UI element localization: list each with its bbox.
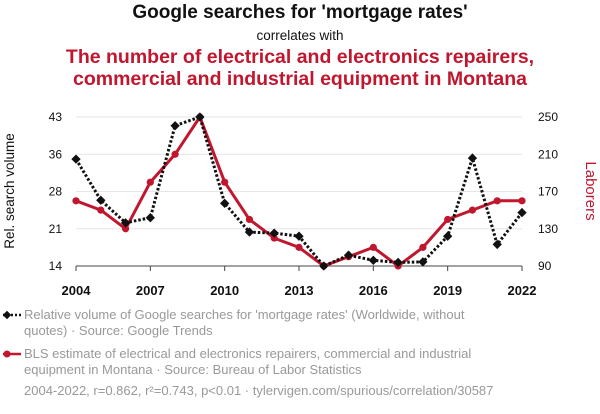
y-left-tick-label: 43 <box>49 110 63 124</box>
series-1-point-2015 <box>343 250 354 260</box>
series-2-point-2007 <box>146 178 154 186</box>
x-tick-label: 2010 <box>210 283 239 298</box>
y-left-tick-label: 14 <box>49 259 63 273</box>
x-tick-label: 2013 <box>285 283 314 298</box>
y-right-tick-label: 90 <box>538 259 552 273</box>
title-secondary-line-2: commercial and industrial equipment in M… <box>73 68 527 90</box>
y-left-tick-label: 36 <box>49 147 63 161</box>
series-2-point-2016 <box>369 243 377 251</box>
x-tick-label: 2019 <box>433 283 462 298</box>
title-secondary-line-1: The number of electrical and electronics… <box>65 46 535 68</box>
y-left-tick-label: 28 <box>49 185 63 199</box>
legend-series2-icon <box>3 350 21 358</box>
chart-title-secondary: The number of electrical and electronics… <box>0 46 600 90</box>
series-2-point-2021 <box>493 197 501 205</box>
x-tick-label: 2016 <box>359 283 388 298</box>
y-right-tick-label: 130 <box>538 222 558 236</box>
series-2-point-2012 <box>270 234 278 242</box>
grid-lines <box>76 116 522 267</box>
series-1-point-2010 <box>219 198 230 208</box>
series-1-point-2021 <box>492 239 502 250</box>
y-axis-right-label: Laborers <box>582 161 599 220</box>
series-1-point-2012 <box>269 228 279 238</box>
y-right-tick-label: 250 <box>538 110 558 124</box>
series-2-point-2013 <box>295 243 303 251</box>
chart-subtitle: correlates with <box>256 28 344 43</box>
series-1-point-2005 <box>96 195 106 205</box>
x-tick-label: 2007 <box>136 283 165 298</box>
y-axis-left: 14 21 28 36 43 <box>49 110 63 273</box>
series-1-point-2014 <box>319 261 329 271</box>
y-left-tick-label: 21 <box>49 222 63 236</box>
footer-stats: 2004-2022, r=0.862, r²=0.743, p<0.01 · t… <box>24 383 494 398</box>
series-1-point-2008 <box>170 121 180 131</box>
y-right-tick-label: 210 <box>538 147 558 161</box>
series-2-point-2006 <box>121 225 130 233</box>
legend-series1-text: Relative volume of Google searches for '… <box>24 307 465 338</box>
series-2-point-2019 <box>444 215 452 224</box>
series-1-point-2009 <box>195 112 205 122</box>
line-chart: 2004 2007 2010 2013 2016 2019 2022 1421283643 … <box>2 110 599 298</box>
series-group <box>71 112 527 271</box>
x-axis: 2004 2007 2010 2013 2016 2019 2022 <box>62 265 537 298</box>
series-2-point-2004 <box>72 197 80 205</box>
series-1-point-2016 <box>368 255 379 266</box>
series-2-point-2011 <box>245 215 254 224</box>
series-2-point-2010 <box>221 178 229 186</box>
y-right-tick-label: 170 <box>538 185 558 199</box>
series-1-point-2011 <box>244 227 255 237</box>
x-tick-label: 2004 <box>62 283 92 298</box>
series-1-point-2019 <box>442 231 453 241</box>
y-axis-left-label: Rel. search volume <box>2 133 17 249</box>
legend-series2-text: BLS estimate of electrical and electroni… <box>24 346 472 377</box>
x-tick-label: 2022 <box>508 283 537 298</box>
series-2-point-2005 <box>97 206 105 214</box>
series-1-point-2022 <box>517 207 527 218</box>
series-2-point-2022 <box>518 197 526 205</box>
series-2-point-2020 <box>468 206 477 214</box>
series-1-point-2017 <box>393 257 403 268</box>
y-axis-right: 90 130 170 210 250 <box>538 110 558 273</box>
series-1-point-2007 <box>145 213 156 223</box>
series-1-point-2013 <box>294 231 304 241</box>
series-1-point-2020 <box>467 153 478 163</box>
series-1-point-2018 <box>418 257 428 267</box>
legend-series1-icon <box>2 310 21 320</box>
chart-title: Google searches for 'mortgage rates' <box>132 2 468 23</box>
series-2-point-2018 <box>419 243 427 251</box>
series-1-point-2006 <box>120 218 131 228</box>
series-2-point-2008 <box>171 150 179 158</box>
